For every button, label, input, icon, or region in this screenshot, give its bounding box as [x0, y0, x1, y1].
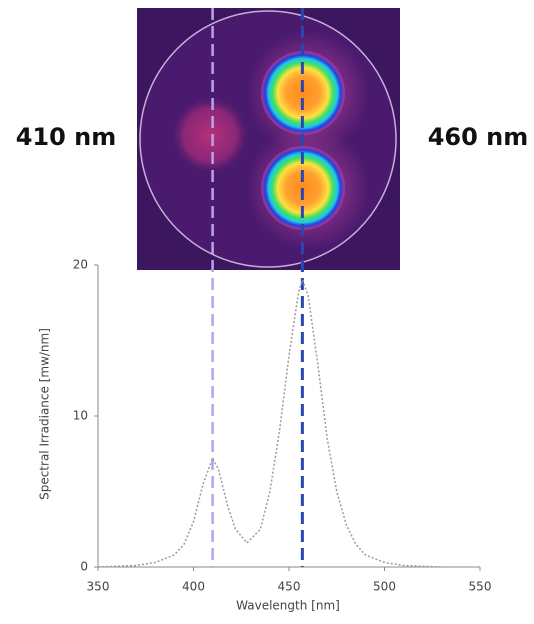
y-tick-label: 20	[73, 258, 88, 272]
x-tick-label: 400	[182, 580, 205, 594]
x-tick-label: 500	[373, 580, 396, 594]
annotation: 410 nm	[16, 123, 117, 151]
x-tick-label: 550	[469, 580, 492, 594]
x-tick-label: 450	[278, 580, 301, 594]
y-tick-label: 0	[80, 560, 88, 574]
y-tick-label: 10	[73, 409, 88, 423]
y-axis-label: Spectral Irradiance [mw/nm]	[38, 328, 52, 500]
figure: 410 nm 460 nm Wavelength [nm] Spectral I…	[0, 0, 534, 624]
x-axis-label: Wavelength [nm]	[236, 599, 340, 613]
x-tick-label: 350	[87, 580, 110, 594]
annotation: 460 nm	[428, 123, 529, 151]
beam-image	[137, 8, 400, 270]
spectrum-line	[98, 280, 442, 567]
